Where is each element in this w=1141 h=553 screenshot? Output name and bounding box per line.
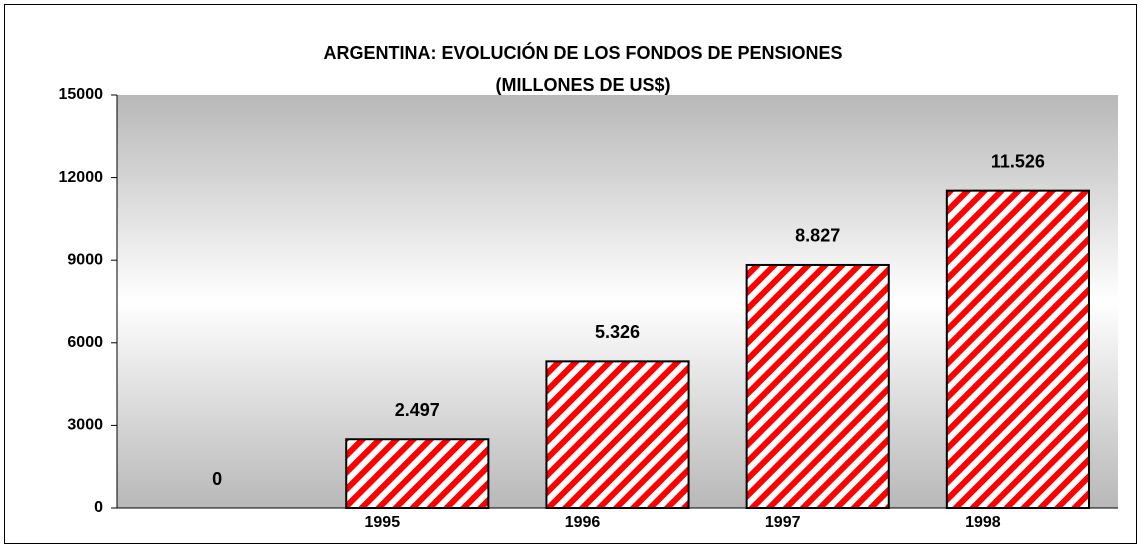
data-label: 11.526	[991, 151, 1045, 171]
data-label: 2.497	[395, 400, 440, 420]
bar	[545, 360, 690, 509]
bar	[945, 189, 1090, 510]
x-tick-label: 1996	[565, 514, 601, 531]
y-tick-label: 15000	[59, 86, 104, 103]
x-tick-label: 1995	[365, 514, 401, 531]
data-label: 0	[212, 469, 222, 489]
data-label: 8.827	[795, 226, 840, 246]
x-tick-label: 1997	[765, 514, 801, 531]
chart-title: ARGENTINA: EVOLUCIÓN DE LOS FONDOS DE PE…	[323, 42, 842, 63]
data-label: 5.326	[595, 322, 640, 342]
bar	[345, 438, 490, 509]
y-tick-label: 3000	[67, 417, 103, 434]
y-tick-label: 0	[94, 499, 103, 516]
y-tick-label: 9000	[67, 251, 103, 268]
y-tick-label: 12000	[59, 169, 104, 186]
chart-subtitle: (MILLONES DE US$)	[495, 75, 670, 95]
y-tick-label: 6000	[67, 334, 103, 351]
x-tick-label: 1998	[965, 514, 1001, 531]
bar	[745, 263, 890, 509]
